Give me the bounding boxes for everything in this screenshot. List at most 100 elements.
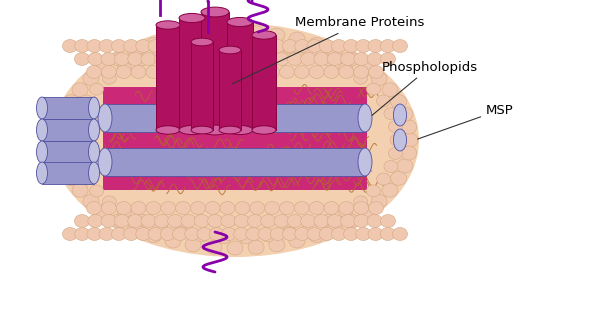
Ellipse shape (87, 227, 102, 240)
Ellipse shape (53, 120, 69, 134)
Ellipse shape (136, 39, 151, 53)
Ellipse shape (353, 72, 368, 84)
Ellipse shape (154, 53, 169, 66)
Ellipse shape (181, 53, 196, 66)
Bar (156, 25, 180, 130)
Ellipse shape (235, 202, 250, 215)
Ellipse shape (201, 7, 229, 17)
Ellipse shape (353, 196, 368, 208)
Ellipse shape (326, 222, 343, 236)
Ellipse shape (146, 66, 161, 78)
Ellipse shape (98, 148, 112, 176)
Ellipse shape (331, 227, 346, 240)
Ellipse shape (377, 95, 391, 107)
Ellipse shape (89, 83, 104, 95)
Ellipse shape (289, 32, 305, 46)
Ellipse shape (227, 25, 243, 39)
Ellipse shape (116, 202, 131, 215)
Ellipse shape (227, 17, 253, 26)
Ellipse shape (307, 227, 322, 240)
Ellipse shape (197, 227, 212, 240)
Ellipse shape (174, 42, 188, 54)
Ellipse shape (261, 230, 275, 242)
Ellipse shape (176, 66, 191, 78)
Ellipse shape (326, 44, 343, 58)
Ellipse shape (258, 227, 273, 240)
Ellipse shape (322, 54, 335, 66)
Bar (201, 12, 229, 130)
Ellipse shape (371, 194, 387, 208)
Ellipse shape (99, 39, 114, 53)
Ellipse shape (397, 159, 413, 173)
Ellipse shape (309, 66, 324, 78)
Ellipse shape (221, 39, 236, 53)
Ellipse shape (201, 125, 229, 135)
Ellipse shape (74, 215, 89, 227)
Ellipse shape (111, 52, 127, 66)
Ellipse shape (358, 104, 372, 132)
Ellipse shape (367, 215, 382, 227)
Ellipse shape (220, 202, 235, 215)
Ellipse shape (181, 215, 196, 227)
Ellipse shape (358, 61, 374, 75)
Ellipse shape (388, 147, 403, 159)
Ellipse shape (354, 53, 369, 66)
Ellipse shape (392, 227, 407, 240)
Ellipse shape (136, 227, 151, 240)
Ellipse shape (37, 141, 47, 163)
Ellipse shape (96, 205, 112, 219)
Ellipse shape (165, 234, 181, 248)
Ellipse shape (83, 194, 99, 208)
Ellipse shape (179, 14, 205, 23)
Bar (227, 22, 253, 130)
Bar (42, 119, 94, 141)
Ellipse shape (185, 238, 201, 252)
Ellipse shape (388, 121, 403, 133)
Ellipse shape (295, 39, 310, 53)
Ellipse shape (52, 133, 68, 147)
Ellipse shape (377, 173, 391, 185)
Ellipse shape (154, 47, 167, 59)
Ellipse shape (74, 53, 89, 66)
Ellipse shape (96, 61, 112, 75)
Ellipse shape (68, 121, 82, 133)
Ellipse shape (283, 39, 298, 53)
Ellipse shape (287, 215, 302, 227)
Ellipse shape (89, 119, 100, 141)
Ellipse shape (327, 215, 342, 227)
Ellipse shape (128, 215, 143, 227)
Bar (191, 42, 213, 130)
Ellipse shape (101, 202, 116, 215)
Ellipse shape (128, 53, 143, 66)
Ellipse shape (101, 66, 116, 78)
Ellipse shape (401, 146, 417, 160)
Ellipse shape (319, 227, 334, 240)
Ellipse shape (156, 126, 180, 134)
Ellipse shape (191, 126, 213, 134)
Text: MSP: MSP (418, 104, 514, 139)
Ellipse shape (367, 53, 382, 66)
Ellipse shape (75, 39, 90, 53)
Ellipse shape (397, 107, 413, 121)
Ellipse shape (247, 53, 262, 66)
Ellipse shape (380, 53, 395, 66)
Ellipse shape (233, 39, 248, 53)
Ellipse shape (185, 227, 200, 240)
Ellipse shape (176, 202, 191, 215)
Ellipse shape (134, 54, 149, 66)
Ellipse shape (64, 95, 79, 109)
Ellipse shape (287, 53, 302, 66)
Ellipse shape (239, 36, 253, 48)
Ellipse shape (89, 185, 104, 197)
Ellipse shape (248, 240, 264, 254)
Ellipse shape (103, 72, 116, 84)
Ellipse shape (208, 53, 223, 66)
Ellipse shape (301, 53, 316, 66)
Ellipse shape (194, 53, 209, 66)
Ellipse shape (72, 83, 88, 97)
Ellipse shape (338, 62, 353, 74)
Ellipse shape (37, 119, 47, 141)
Ellipse shape (234, 215, 249, 227)
Ellipse shape (344, 227, 359, 240)
Bar (42, 141, 94, 163)
